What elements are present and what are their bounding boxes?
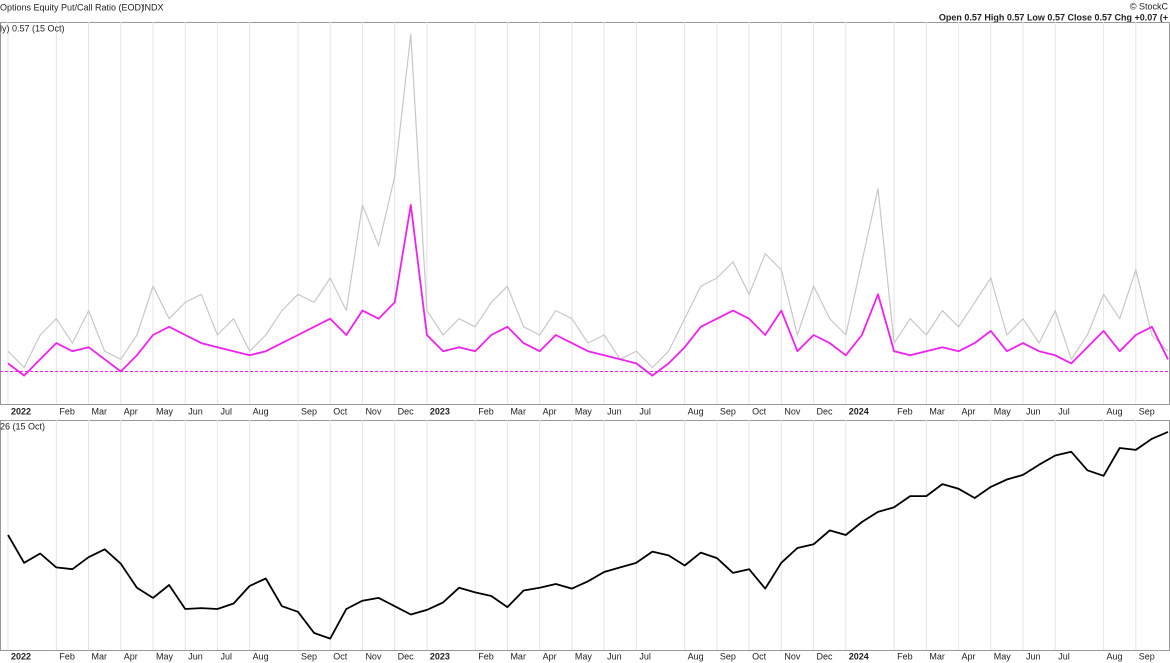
exchange: INDX [142, 2, 164, 12]
x-tick-label: May [994, 406, 1012, 416]
x-tick-label: Aug [688, 406, 704, 416]
x-tick-label: Nov [365, 651, 382, 661]
x-tick-label: Jun [188, 651, 203, 661]
x-tick-label: Dec [398, 651, 415, 661]
x-tick-label: Aug [253, 651, 269, 661]
x-tick-label: Mar [92, 651, 108, 661]
x-tick-label: Dec [398, 406, 415, 416]
x-tick-label: Oct [333, 406, 348, 416]
x-tick-label: Jul [1058, 406, 1070, 416]
x-tick-label: Feb [478, 651, 494, 661]
x-tick-label: Apr [124, 651, 138, 661]
x-tick-label: Mar [510, 406, 526, 416]
x-tick-label: Sep [1139, 651, 1155, 661]
x-tick-label: Jun [607, 651, 622, 661]
x-tick-label: Jul [1058, 651, 1070, 661]
x-tick-label: Apr [124, 406, 138, 416]
series-line [7, 33, 1169, 369]
x-tick-label: Aug [253, 406, 269, 416]
x-tick-label: Feb [478, 406, 494, 416]
x-tick-label: Nov [365, 406, 382, 416]
x-tick-label: 2023 [430, 651, 450, 661]
x-tick-label: May [994, 651, 1012, 661]
panel-label: 26 (15 Oct) [0, 421, 45, 431]
x-tick-label: Feb [59, 651, 75, 661]
x-tick-label: Mar [929, 651, 945, 661]
x-tick-label: Sep [720, 406, 736, 416]
x-tick-label: Aug [688, 651, 704, 661]
x-tick-label: Mar [929, 406, 945, 416]
x-tick-label: Oct [333, 651, 348, 661]
x-tick-label: Sep [720, 651, 736, 661]
x-tick-label: Feb [897, 651, 913, 661]
x-tick-label: 2023 [430, 406, 450, 416]
x-tick-label: Oct [752, 406, 767, 416]
x-tick-label: Nov [784, 406, 801, 416]
chart-title: Options Equity Put/Call Ratio (EOD) [0, 2, 144, 12]
x-tick-label: Apr [962, 651, 976, 661]
panel-label: ly) 0.57 (15 Oct) [0, 23, 65, 33]
x-tick-label: Nov [784, 651, 801, 661]
x-tick-label: Apr [962, 406, 976, 416]
x-tick-label: 2022 [11, 651, 31, 661]
x-tick-label: Feb [897, 406, 913, 416]
x-tick-label: May [156, 651, 174, 661]
x-tick-label: Jul [220, 406, 232, 416]
x-tick-label: Mar [92, 406, 108, 416]
x-tick-label: Apr [543, 651, 557, 661]
x-tick-label: Feb [59, 406, 75, 416]
x-tick-label: Sep [301, 406, 317, 416]
x-tick-label: Jun [607, 406, 622, 416]
x-tick-label: Sep [1139, 406, 1155, 416]
quote: Open 0.57 High 0.57 Low 0.57 Close 0.57 … [939, 12, 1168, 22]
series-line [7, 431, 1169, 640]
x-tick-label: Dec [817, 651, 834, 661]
x-tick-label: 2024 [849, 651, 869, 661]
x-tick-label: Oct [752, 651, 767, 661]
x-tick-label: Jul [639, 651, 651, 661]
x-tick-label: Jun [1026, 406, 1041, 416]
x-tick-label: May [575, 651, 593, 661]
x-tick-label: Jul [220, 651, 232, 661]
x-tick-label: Sep [301, 651, 317, 661]
x-tick-label: Aug [1107, 406, 1123, 416]
x-tick-label: Jul [639, 406, 651, 416]
x-tick-label: Apr [543, 406, 557, 416]
x-tick-label: May [575, 406, 593, 416]
x-tick-label: May [156, 406, 174, 416]
x-tick-label: Jun [1026, 651, 1041, 661]
series-line [7, 204, 1169, 377]
x-tick-label: 2024 [849, 406, 869, 416]
x-tick-label: 2022 [11, 406, 31, 416]
x-tick-label: Dec [817, 406, 834, 416]
x-tick-label: Mar [510, 651, 526, 661]
copyright: © StockC [1130, 1, 1169, 11]
x-tick-label: Aug [1107, 651, 1123, 661]
x-tick-label: Jun [188, 406, 203, 416]
